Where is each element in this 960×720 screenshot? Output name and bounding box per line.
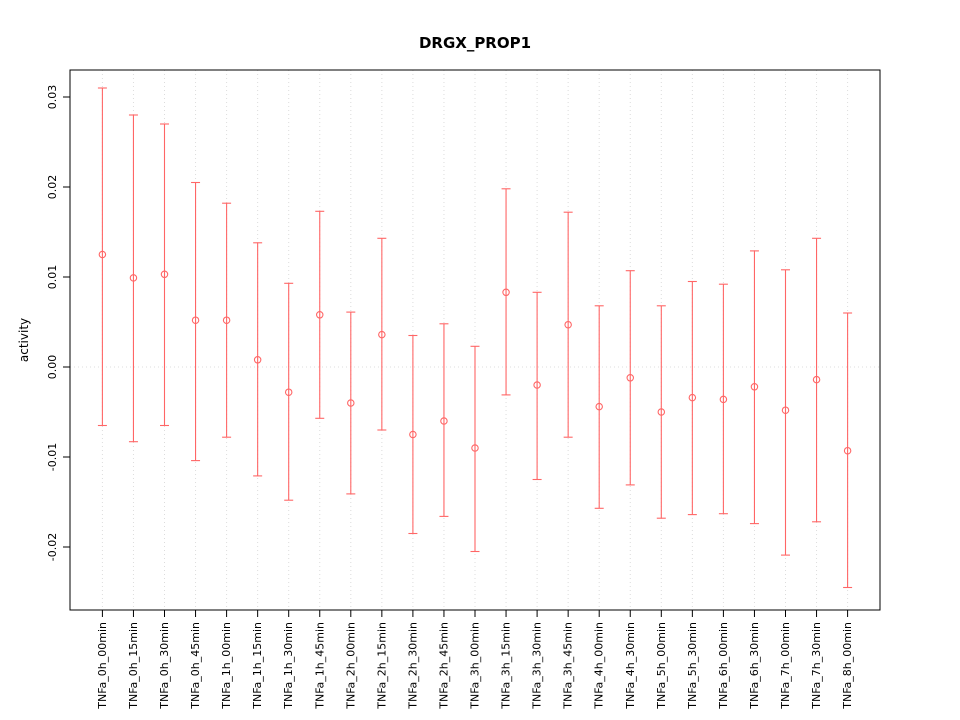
axis-labels: 0.03 0.02 0.01 0.00 -0.01 -0.02 TNFa_0h_00min T… [46,85,854,710]
data-point [98,250,107,259]
data-point [688,393,697,402]
data-point [471,444,479,452]
data-points [98,250,852,455]
x-tick-label: TNFa_4h_30min [624,622,637,710]
y-tick-label: 0.03 [46,85,59,110]
x-tick-label: TNFa_2h_15min [375,622,388,710]
x-tick-label: TNFa_0h_15min [127,622,140,710]
data-point [378,330,386,339]
y-tick-label: -0.01 [46,443,59,471]
x-tick-label: TNFa_4h_00min [593,622,606,710]
x-tick-label: TNFa_2h_45min [437,622,450,710]
x-tick-label: TNFa_0h_00min [96,622,109,710]
y-tick-label: -0.02 [46,533,59,561]
error-bars [97,87,853,589]
chart-generated-layers: 0.03 0.02 0.01 0.00 -0.01 -0.02 TNFa_0h_00min T… [46,69,881,710]
data-point [719,395,728,404]
data-point [750,383,759,391]
data-point [564,320,572,329]
data-point [191,316,200,324]
x-tick-label: TNFa_7h_00min [779,622,792,710]
y-axis-title: activity [17,318,31,362]
data-point [595,402,603,411]
x-tick-label: TNFa_8h_00min [841,622,854,710]
x-tick-label: TNFa_2h_30min [406,622,419,710]
x-tick-label: TNFa_5h_00min [655,622,668,710]
x-tick-label: TNFa_5h_30min [686,622,699,710]
data-point [253,356,262,364]
x-tick-label: TNFa_3h_30min [531,622,544,710]
x-tick-label: TNFa_1h_30min [282,622,295,710]
data-point [502,288,510,297]
data-point [812,375,821,384]
x-tick-label: TNFa_0h_30min [158,622,171,710]
data-point [533,381,541,389]
axes [63,69,881,617]
x-tick-label: TNFa_6h_30min [748,622,761,710]
x-tick-label: TNFa_0h_45min [189,622,202,710]
x-tick-label: TNFa_1h_00min [220,622,233,710]
data-point [657,408,666,416]
y-tick-label: 0.00 [46,355,59,380]
data-point [409,430,417,439]
x-tick-label: TNFa_1h_15min [251,622,264,710]
y-tick-label: 0.01 [46,265,59,290]
x-tick-label: TNFa_7h_30min [810,622,823,710]
data-point [626,374,634,382]
data-point [781,406,790,414]
data-point [440,417,448,425]
data-point [222,316,231,324]
x-tick-label: TNFa_3h_15min [500,622,513,710]
chart-title: DRGX_PROP1 [419,34,531,52]
x-tick-label: TNFa_3h_45min [562,622,575,710]
data-point [129,274,138,282]
data-point [284,388,293,396]
data-point [160,270,169,279]
y-tick-label: 0.02 [46,175,59,200]
data-point [315,311,324,319]
x-tick-label: TNFa_3h_00min [469,622,482,710]
x-tick-label: TNFa_1h_45min [313,622,326,710]
x-tick-label: TNFa_2h_00min [344,622,357,710]
x-tick-label: TNFa_6h_00min [717,622,730,710]
data-point [347,399,355,407]
data-point [843,446,852,455]
